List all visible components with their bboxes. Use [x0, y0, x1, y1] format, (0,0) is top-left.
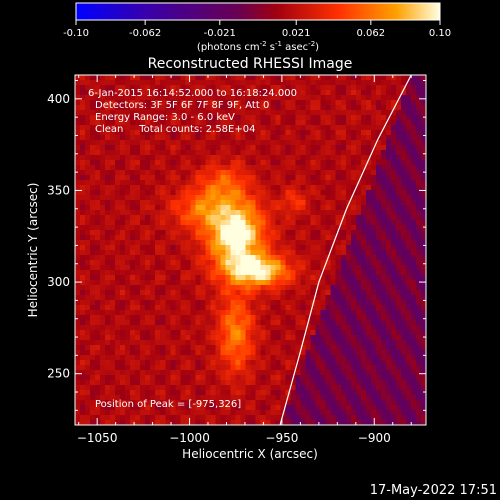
- colorbar-unit-label: (photons cm-2 s-1 asec-2): [197, 40, 319, 53]
- unit-part: ): [315, 42, 319, 53]
- colorbar-tick-label: 0.10: [429, 28, 451, 39]
- x-axis-label: Heliocentric X (arcsec): [182, 447, 318, 461]
- observation-annotations: 6-Jan-2015 16:14:52.000 to 16:18:24.000 …: [88, 88, 297, 135]
- colorbar-tick-label: 0.021: [282, 28, 311, 39]
- chart-title: Reconstructed RHESSI Image: [148, 56, 353, 72]
- heatmap-image: [75, 75, 426, 425]
- solar-limb-curve: [279, 75, 412, 425]
- x-tick-label: −900: [358, 431, 391, 445]
- colorbar-tick-label: -0.021: [204, 28, 236, 39]
- annotation-detectors: Detectors: 3F 5F 6F 7F 8F 9F, Att 0: [95, 100, 269, 111]
- colorbar-tick-label: 0.062: [357, 28, 386, 39]
- y-tick-label: 250: [47, 367, 70, 381]
- annotation-energy-range: Energy Range: 3.0 - 6.0 keV: [95, 112, 235, 123]
- colorbar-ticks: -0.10 -0.062 -0.021 0.021 0.062 0.10: [63, 20, 451, 39]
- unit-exponent: -2: [308, 40, 315, 48]
- peak-position-label: Position of Peak = [-975,326]: [95, 399, 241, 410]
- colorbar: [75, 2, 441, 21]
- y-tick-label: 400: [47, 92, 70, 106]
- unit-exponent: -1: [275, 40, 282, 48]
- unit-part: s: [267, 42, 275, 53]
- y-tick-label: 300: [47, 275, 70, 289]
- y-axis-ticks: 250 300 350 400: [47, 79, 426, 411]
- footer-date: 17-May-2022 17:51: [370, 483, 497, 498]
- unit-part: asec: [282, 42, 308, 53]
- y-tick-label: 350: [47, 183, 70, 197]
- unit-part: (photons cm: [197, 42, 260, 53]
- x-tick-label: −1050: [77, 431, 118, 445]
- x-tick-label: −1000: [169, 431, 210, 445]
- x-tick-label: −950: [265, 431, 298, 445]
- unit-exponent: -2: [260, 40, 267, 48]
- colorbar-tick-label: -0.10: [63, 28, 89, 39]
- x-axis-ticks: −1050 −1000 −950 −900: [77, 75, 412, 445]
- y-axis-label: Heliocentric Y (arcsec): [26, 183, 40, 318]
- annotation-time-range: 6-Jan-2015 16:14:52.000 to 16:18:24.000: [88, 88, 297, 99]
- plot-frame: [74, 74, 427, 426]
- annotation-clean-counts: Clean Total counts: 2.58E+04: [95, 124, 255, 135]
- colorbar-tick-label: -0.062: [129, 28, 161, 39]
